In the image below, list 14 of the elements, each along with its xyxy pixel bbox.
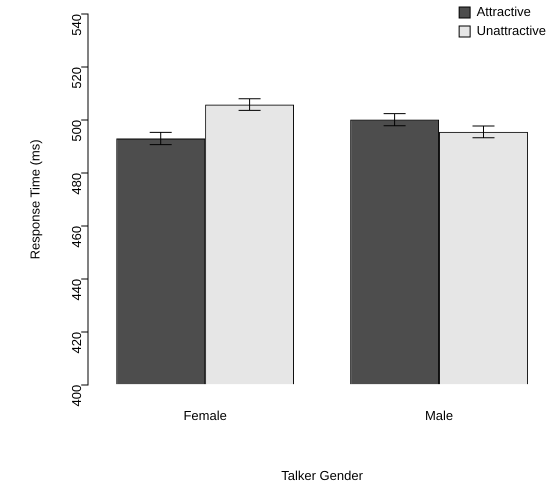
legend-label: Attractive (476, 4, 531, 20)
y-tick-label: 460 (68, 226, 84, 248)
y-tick-label: 520 (68, 66, 84, 89)
x-axis-title: Talker Gender (281, 468, 364, 483)
y-tick-label: 540 (68, 14, 84, 36)
x-tick-label: Male (424, 408, 454, 424)
y-tick-label: 480 (68, 172, 84, 195)
y-tick-label: 400 (68, 384, 84, 407)
y-axis-title: Response Time (ms) (27, 139, 42, 260)
x-tick-label: Female (183, 408, 227, 424)
legend-label: Unattractive (476, 23, 546, 38)
y-tick-label: 440 (68, 278, 84, 301)
y-tick-label: 420 (68, 332, 84, 354)
y-tick-label: 500 (68, 120, 84, 142)
